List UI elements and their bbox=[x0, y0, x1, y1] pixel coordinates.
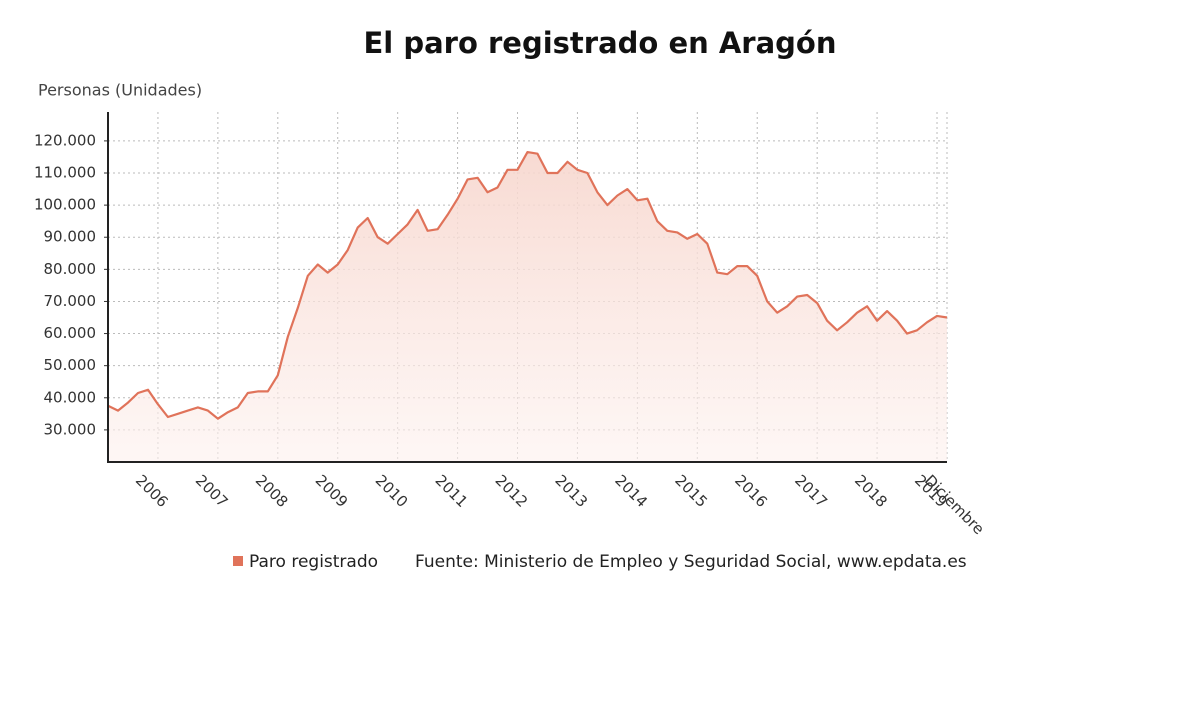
x-tick-label: 2013 bbox=[551, 471, 591, 511]
x-tick-label: 2018 bbox=[851, 471, 891, 511]
y-tick-label: 100.000 bbox=[34, 196, 96, 214]
y-tick-label: 70.000 bbox=[44, 292, 97, 310]
y-axis-label: Personas (Unidades) bbox=[38, 81, 202, 100]
x-tick-label: 2014 bbox=[611, 471, 651, 511]
x-tick-label: 2011 bbox=[432, 471, 472, 511]
y-tick-label: 80.000 bbox=[44, 260, 97, 278]
x-tick-label: 2007 bbox=[192, 471, 232, 511]
y-tick-label: 90.000 bbox=[44, 228, 97, 246]
plot-area: 30.000 40.000 50.000 60.000 70.000 80.000 90.0… bbox=[34, 112, 988, 572]
x-tick-label: 2017 bbox=[791, 471, 831, 511]
x-tick-label: Diciembre bbox=[921, 471, 988, 538]
y-tick-label: 50.000 bbox=[44, 356, 97, 374]
x-tick-label: 2010 bbox=[372, 471, 412, 511]
y-tick-label: 30.000 bbox=[44, 420, 97, 438]
y-tick-label: 110.000 bbox=[34, 164, 96, 182]
x-tick-label: 2015 bbox=[671, 471, 711, 511]
chart-title: El paro registrado en Aragón bbox=[364, 26, 837, 60]
legend-label: Paro registrado bbox=[249, 552, 378, 572]
y-tick-label: 120.000 bbox=[34, 131, 96, 149]
x-tick-label: 2006 bbox=[132, 471, 172, 511]
legend-swatch bbox=[233, 556, 243, 566]
x-tick-label: 2008 bbox=[252, 471, 292, 511]
x-tick-label: 2009 bbox=[312, 471, 352, 511]
x-tick-label: 2012 bbox=[492, 471, 532, 511]
y-tick-label: 40.000 bbox=[44, 388, 97, 406]
line bbox=[107, 151, 948, 420]
y-tick-label: 60.000 bbox=[44, 324, 97, 342]
area bbox=[108, 152, 947, 462]
source-note: Fuente: Ministerio de Empleo y Seguridad… bbox=[415, 552, 967, 572]
x-tick-label: 2016 bbox=[731, 471, 771, 511]
